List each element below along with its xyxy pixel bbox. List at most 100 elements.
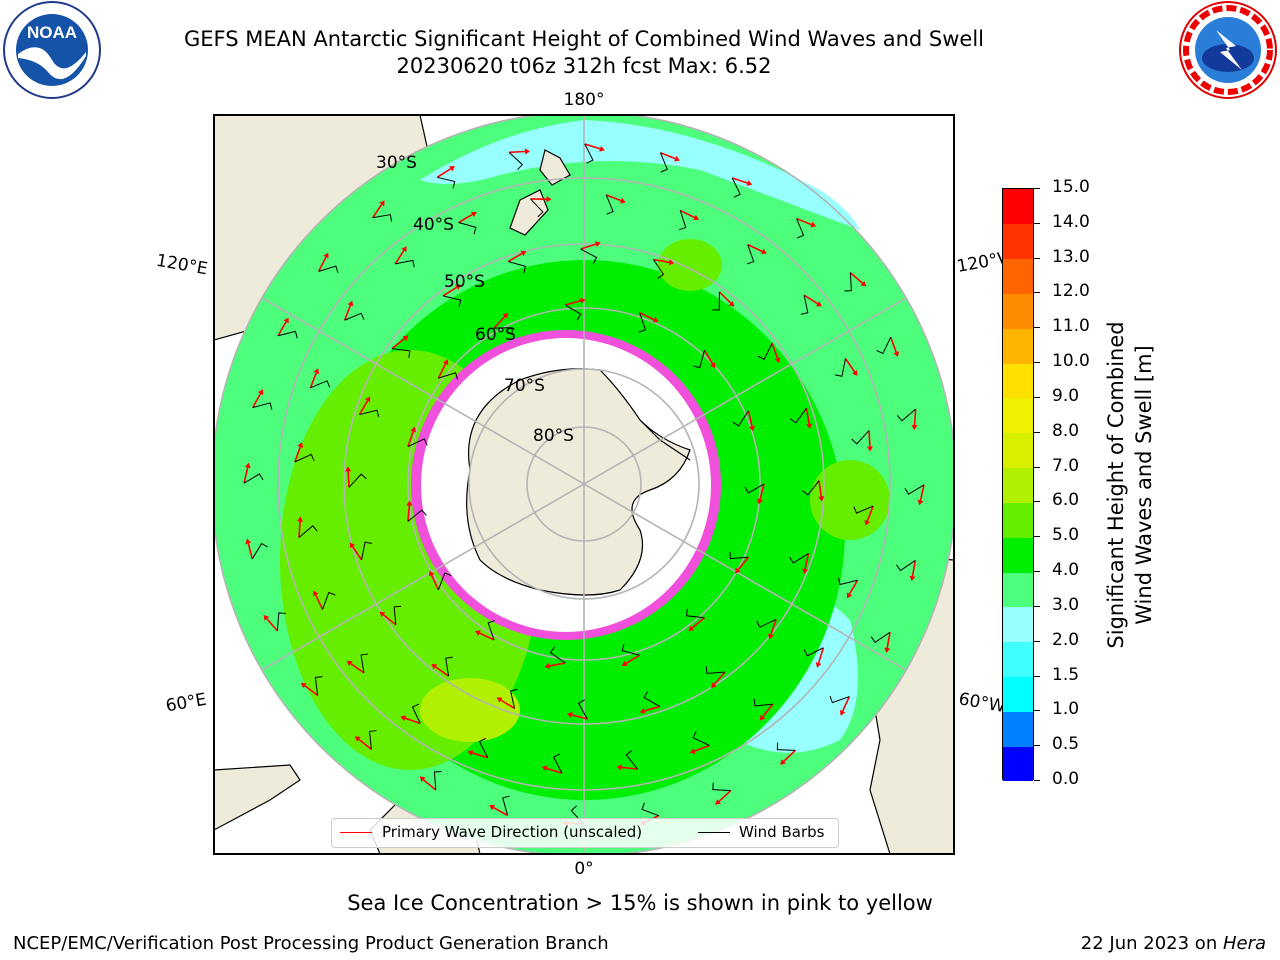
wave-arrowhead [349, 542, 355, 549]
wave-arrow [737, 556, 750, 571]
wave-arrow [770, 619, 777, 635]
wave-arrowhead [283, 317, 289, 324]
wave-arrow [436, 168, 452, 178]
wind-barb [837, 577, 858, 586]
wave-arrow [747, 243, 763, 253]
wave-arrowhead [689, 748, 696, 754]
wave-arrowhead [639, 708, 646, 714]
wave-arrow [404, 717, 421, 725]
wave-arrowhead [806, 423, 813, 429]
wave-arrowhead [354, 736, 361, 742]
wind-barb [757, 342, 773, 361]
wave-arrowhead [774, 357, 781, 363]
colorbar-segment [1003, 502, 1033, 538]
wave-arrowhead [489, 804, 495, 811]
wind-barb [789, 407, 807, 424]
lat-label-70s: 70°S [504, 376, 545, 396]
wave-direction-legend-label: Primary Wave Direction (unscaled) [382, 823, 643, 841]
wave-arrow [442, 286, 458, 297]
wave-arrowhead [652, 316, 659, 323]
wave-arrow [479, 632, 495, 641]
wind-barb [407, 509, 427, 522]
colorbar-tick-label: 7.0 [1052, 455, 1080, 476]
wave-arrowhead [619, 197, 626, 204]
wave-arrow [818, 480, 823, 497]
colorbar-tick-label: 12.0 [1052, 281, 1090, 302]
wave-arrowhead [594, 241, 601, 247]
wave-arrow [605, 194, 622, 202]
wave-arrowhead [715, 799, 721, 805]
wave-arrow [817, 647, 825, 664]
wave-arrowhead [839, 709, 846, 716]
wind-barb [577, 699, 588, 720]
wave-arrowhead [852, 370, 858, 376]
wave-arrowhead [818, 496, 825, 502]
wave-arrowhead [546, 196, 552, 203]
footer-date-text: 22 Jun 2023 on [1080, 933, 1223, 954]
wind-barb [641, 802, 660, 817]
wave-arrow [694, 744, 710, 752]
colorbar-tick-label: 9.0 [1052, 385, 1080, 406]
high-wave-patch-north [658, 239, 722, 291]
wind-barb [638, 312, 647, 333]
wind-barb [753, 698, 773, 707]
wave-arrowhead [759, 714, 766, 721]
wave-arrow [351, 546, 363, 561]
wave-arrow [762, 703, 774, 718]
wave-arrowhead [911, 424, 918, 431]
colorbar-segment [1003, 606, 1033, 643]
wind-barb [729, 551, 749, 560]
wind-barb [445, 656, 453, 677]
wind-barb [510, 688, 518, 709]
wave-arrow [691, 617, 705, 629]
footer-organization: NCEP/EMC/Verification Post Processing Pr… [13, 933, 609, 954]
wave-arrow [866, 505, 874, 522]
colorbar-segment [1003, 293, 1033, 329]
nws-logo [1179, 1, 1277, 99]
wind-barb [502, 795, 510, 816]
wave-arrowhead [780, 759, 786, 765]
wave-arrowhead [846, 592, 853, 599]
wave-arrowhead [431, 663, 438, 670]
colorbar-tick [1034, 675, 1040, 677]
wind-barb-legend-swatch [698, 832, 730, 833]
wind-barb [251, 542, 268, 560]
wind-barb [407, 438, 428, 448]
wave-arrow [493, 806, 508, 816]
colorbar-tick [1034, 466, 1040, 468]
wave-arrowhead [668, 259, 675, 266]
wind-barb [756, 618, 777, 628]
colorbar-segment [1003, 363, 1033, 399]
noaa-logo: NOAA [3, 1, 101, 99]
wave-arrowhead [616, 764, 622, 771]
wave-arrow [913, 409, 917, 426]
colorbar-tick-label: 11.0 [1052, 316, 1090, 337]
wind-barb [458, 222, 477, 235]
wave-arrow [718, 790, 732, 803]
low-wave-band-north [420, 120, 860, 230]
colorbar-tick-label: 1.5 [1052, 664, 1080, 685]
colorbar-tick [1034, 571, 1040, 573]
wave-arrowhead [541, 765, 548, 772]
wave-arrow [407, 505, 411, 522]
wind-barb [692, 350, 705, 369]
wave-arrowhead [245, 538, 252, 545]
wave-arrow [621, 766, 638, 770]
wave-arrow [571, 714, 588, 720]
wind-barb [800, 295, 809, 315]
sea-ice-note: Sea Ice Concentration > 15% is shown in … [347, 891, 933, 915]
wind-barb [584, 143, 594, 164]
wave-arrowhead [449, 166, 455, 172]
wind-barb [368, 730, 377, 750]
colorbar-segment [1003, 641, 1033, 678]
colorbar-tick [1034, 362, 1040, 364]
colorbar-tick-label: 8.0 [1052, 420, 1080, 441]
wave-arrowhead [297, 442, 304, 448]
wave-arrow [546, 767, 563, 774]
wave-arrow [796, 217, 812, 226]
colorbar-tick-label: 14.0 [1052, 211, 1090, 232]
colorbar-segment [1003, 537, 1033, 573]
wind-barb [643, 691, 661, 707]
wave-arrow [660, 151, 676, 160]
wave-arrowhead [442, 359, 449, 366]
